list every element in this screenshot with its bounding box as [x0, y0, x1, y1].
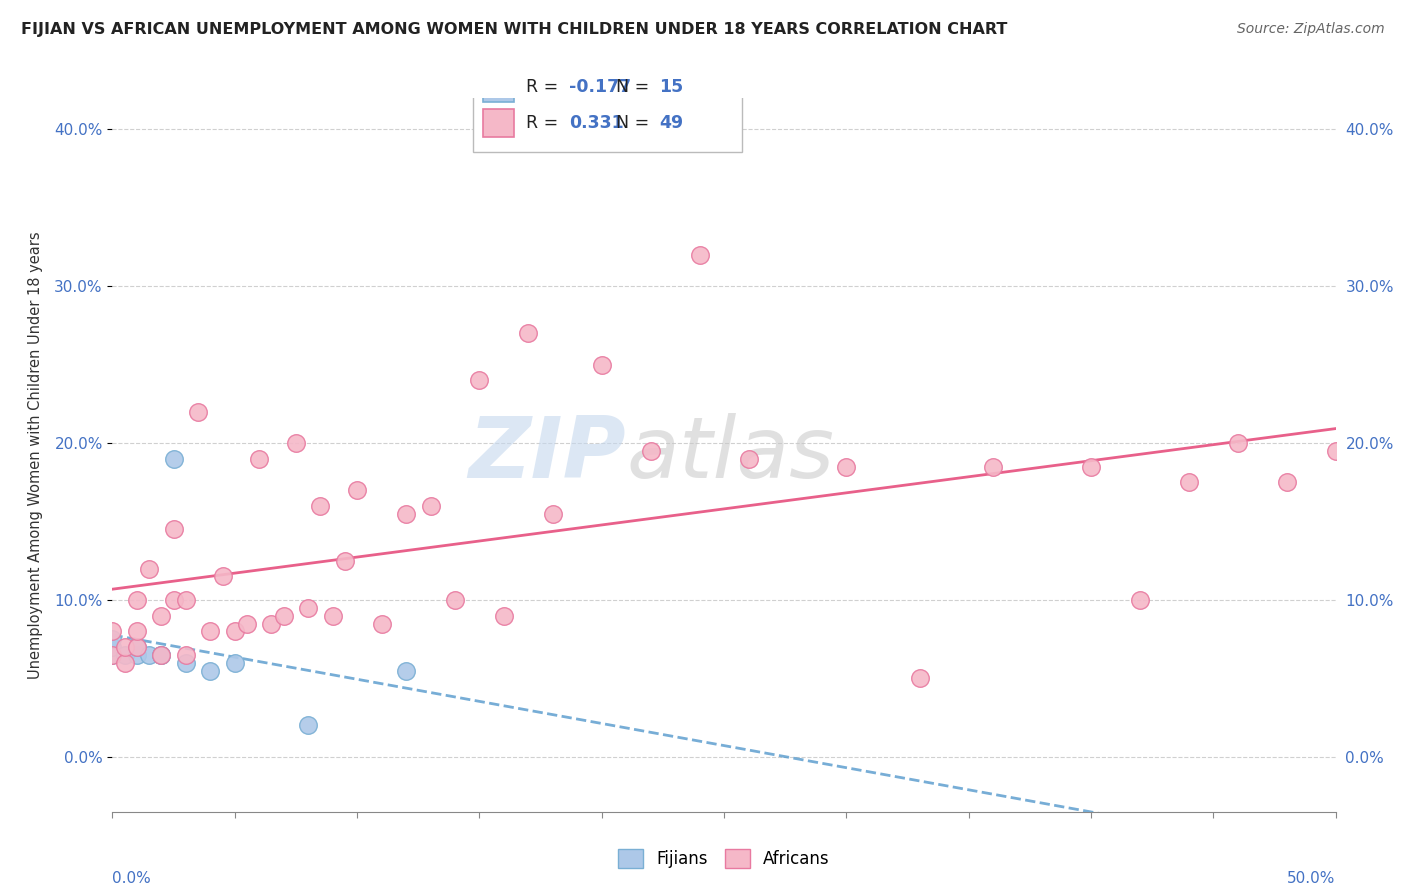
Point	[640, 444, 662, 458]
Point	[163, 523, 186, 537]
Point	[101, 648, 124, 662]
Point	[835, 459, 858, 474]
Point	[101, 624, 124, 639]
Point	[187, 405, 209, 419]
Point	[1275, 475, 1298, 490]
Point	[419, 499, 441, 513]
Text: N =: N =	[616, 78, 650, 96]
Point	[370, 616, 392, 631]
Point	[114, 640, 136, 654]
Text: R =: R =	[526, 114, 558, 132]
Point	[114, 656, 136, 670]
Point	[395, 507, 418, 521]
FancyBboxPatch shape	[484, 109, 513, 137]
Point	[346, 483, 368, 498]
Point	[1178, 475, 1201, 490]
Point	[174, 656, 197, 670]
Point	[333, 554, 356, 568]
Point	[395, 664, 418, 678]
Text: Source: ZipAtlas.com: Source: ZipAtlas.com	[1237, 22, 1385, 37]
Point	[150, 648, 173, 662]
Text: 0.0%: 0.0%	[112, 871, 152, 887]
Point	[468, 373, 491, 387]
Point	[260, 616, 283, 631]
Point	[1129, 593, 1152, 607]
Point	[211, 569, 233, 583]
FancyBboxPatch shape	[474, 59, 742, 152]
Legend: Fijians, Africans: Fijians, Africans	[612, 842, 837, 875]
Text: R =: R =	[526, 78, 558, 96]
Point	[309, 499, 332, 513]
Text: 49: 49	[659, 114, 683, 132]
Text: FIJIAN VS AFRICAN UNEMPLOYMENT AMONG WOMEN WITH CHILDREN UNDER 18 YEARS CORRELAT: FIJIAN VS AFRICAN UNEMPLOYMENT AMONG WOM…	[21, 22, 1008, 37]
Point	[322, 608, 344, 623]
Point	[981, 459, 1004, 474]
Text: ZIP: ZIP	[468, 413, 626, 497]
Point	[200, 664, 222, 678]
Text: 0.331: 0.331	[569, 114, 623, 132]
Point	[101, 632, 124, 647]
Point	[247, 451, 270, 466]
Point	[125, 648, 148, 662]
Point	[125, 593, 148, 607]
Point	[284, 436, 308, 450]
Text: 15: 15	[659, 78, 683, 96]
Point	[297, 600, 319, 615]
Point	[444, 593, 467, 607]
Text: -0.177: -0.177	[569, 78, 631, 96]
Point	[541, 507, 564, 521]
Point	[150, 648, 173, 662]
Point	[1226, 436, 1249, 450]
Point	[224, 624, 246, 639]
Point	[125, 640, 148, 654]
Point	[492, 608, 515, 623]
Point	[236, 616, 259, 631]
Point	[138, 648, 160, 662]
Point	[908, 672, 931, 686]
Point	[150, 648, 173, 662]
Point	[150, 608, 173, 623]
FancyBboxPatch shape	[484, 73, 513, 102]
Point	[224, 656, 246, 670]
Text: 50.0%: 50.0%	[1288, 871, 1336, 887]
Point	[101, 640, 124, 654]
Point	[517, 326, 540, 341]
Point	[125, 624, 148, 639]
Point	[200, 624, 222, 639]
Point	[163, 451, 186, 466]
Point	[689, 248, 711, 262]
Point	[1080, 459, 1102, 474]
Text: atlas: atlas	[626, 413, 834, 497]
Point	[101, 648, 124, 662]
Text: N =: N =	[616, 114, 650, 132]
Point	[125, 640, 148, 654]
Y-axis label: Unemployment Among Women with Children Under 18 years: Unemployment Among Women with Children U…	[28, 231, 44, 679]
Point	[591, 358, 613, 372]
Point	[138, 561, 160, 575]
Point	[1324, 444, 1347, 458]
Point	[163, 593, 186, 607]
Point	[737, 451, 759, 466]
Point	[114, 648, 136, 662]
Point	[174, 648, 197, 662]
Point	[273, 608, 295, 623]
Point	[297, 718, 319, 732]
Point	[174, 593, 197, 607]
